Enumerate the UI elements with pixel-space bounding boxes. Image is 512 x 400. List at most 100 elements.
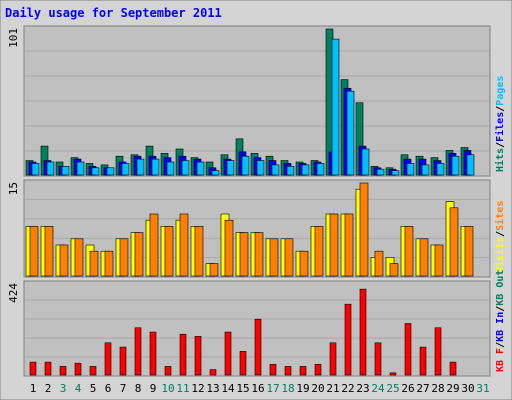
bar-kb-f-day-16: [254, 318, 262, 376]
x-tick-label: 14: [221, 382, 235, 395]
bar-sites-day-25: [389, 263, 399, 277]
x-tick-label: 15: [236, 382, 249, 395]
bar-sites-day-8: [134, 232, 144, 277]
bar-kb-f-day-27: [419, 346, 427, 376]
bar-sites-day-22: [344, 213, 354, 277]
x-tick-label: 10: [161, 382, 174, 395]
bar-sites-day-19: [299, 250, 309, 277]
x-tick-label: 8: [135, 382, 142, 395]
bar-kb-f-day-19: [299, 366, 307, 376]
bar-pages-day-6: [106, 167, 115, 176]
bar-pages-day-9: [151, 158, 160, 176]
bar-kb-f-day-11: [179, 333, 187, 376]
legend-entry: /: [495, 142, 506, 148]
bar-kb-f-day-7: [119, 346, 127, 376]
bar-sites-day-3: [59, 244, 69, 277]
bar-pages-day-8: [136, 158, 145, 176]
hits-files-pages-ymax-label: 101: [7, 28, 20, 48]
x-tick-label: 17: [266, 382, 279, 395]
bar-pages-day-19: [301, 164, 310, 176]
legend-entry: Pages: [495, 76, 506, 106]
kbin-kbout-ymax-label: 424: [7, 283, 20, 303]
bar-sites-day-17: [269, 238, 279, 277]
bar-kb-f-day-24: [374, 342, 382, 376]
x-tick-label: 13: [206, 382, 219, 395]
bar-sites-day-14: [224, 219, 234, 277]
x-tick-label: 11: [176, 382, 189, 395]
x-tick-label: 12: [191, 382, 204, 395]
bar-kb-f-day-23: [359, 288, 367, 376]
legend-entry: Hits: [494, 148, 506, 172]
bar-sites-day-12: [194, 226, 204, 277]
bar-kb-f-day-9: [149, 331, 157, 376]
bar-sites-day-4: [74, 238, 84, 277]
bar-kb-f-day-17: [269, 363, 277, 376]
bar-kb-f-day-8: [134, 327, 142, 376]
bar-pages-day-13: [211, 170, 220, 176]
x-tick-label: 21: [326, 382, 339, 395]
x-tick-label: 3: [60, 382, 67, 395]
bar-pages-day-1: [31, 163, 40, 176]
bar-sites-day-21: [329, 213, 339, 277]
bar-sites-day-2: [44, 226, 54, 277]
chart-title: Daily usage for September 2011: [5, 6, 222, 20]
bar-pages-day-5: [91, 167, 100, 176]
bar-kb-f-day-15: [239, 351, 247, 376]
x-tick-label: 1: [30, 382, 37, 395]
bar-kb-f-day-25: [389, 372, 397, 376]
bar-kb-f-day-29: [449, 361, 457, 376]
bar-sites-day-6: [104, 250, 114, 277]
legend-entry: KB Out: [495, 270, 506, 306]
legend-entry: /: [495, 342, 506, 348]
x-tick-label: 18: [281, 382, 294, 395]
bar-sites-day-26: [404, 226, 414, 277]
x-tick-label: 16: [251, 382, 264, 395]
x-tick-label: 23: [356, 382, 369, 395]
x-tick-label: 7: [120, 382, 127, 395]
bar-pages-day-7: [121, 163, 130, 176]
x-tick-label: 31: [476, 382, 489, 395]
bar-kb-f-day-26: [404, 323, 412, 376]
bar-kb-f-day-10: [164, 366, 172, 376]
x-tick-label: 26: [401, 382, 414, 395]
bar-pages-day-20: [316, 163, 325, 176]
bar-kb-f-day-21: [329, 342, 337, 376]
bar-pages-day-22: [346, 90, 355, 176]
bar-kb-f-day-4: [74, 362, 82, 376]
bar-sites-day-18: [284, 238, 294, 277]
bar-pages-day-10: [166, 161, 175, 176]
bar-kb-f-day-12: [194, 336, 202, 376]
bar-kb-f-day-18: [284, 366, 292, 376]
bar-pages-day-12: [196, 161, 205, 176]
bar-kb-f-day-1: [29, 361, 37, 376]
bar-pages-day-21: [331, 38, 340, 176]
bar-kb-f-day-6: [104, 342, 112, 376]
bar-pages-day-25: [391, 170, 400, 176]
bar-pages-day-4: [76, 161, 85, 176]
x-tick-label: 24: [371, 382, 385, 395]
bar-pages-day-16: [256, 160, 265, 176]
bar-pages-day-29: [451, 155, 460, 176]
bar-kb-f-day-13: [209, 369, 217, 376]
bar-sites-day-15: [239, 232, 249, 277]
x-tick-label: 20: [311, 382, 324, 395]
bar-sites-day-30: [464, 226, 474, 277]
bar-sites-day-7: [119, 238, 129, 277]
bar-kb-f-day-2: [44, 361, 52, 376]
bar-sites-day-27: [419, 238, 429, 277]
x-tick-label: 4: [75, 382, 82, 395]
legend-entry: /: [495, 306, 506, 312]
legend-entry: Files: [494, 112, 506, 142]
bar-kb-f-day-20: [314, 363, 322, 376]
x-tick-label: 9: [150, 382, 157, 395]
bar-pages-day-26: [406, 163, 415, 176]
bar-pages-day-17: [271, 164, 280, 176]
bar-kb-f-day-3: [59, 366, 67, 376]
x-tick-label: 29: [446, 382, 459, 395]
legend-entry: KB In: [495, 312, 506, 342]
bar-kb-f-day-28: [434, 327, 442, 376]
